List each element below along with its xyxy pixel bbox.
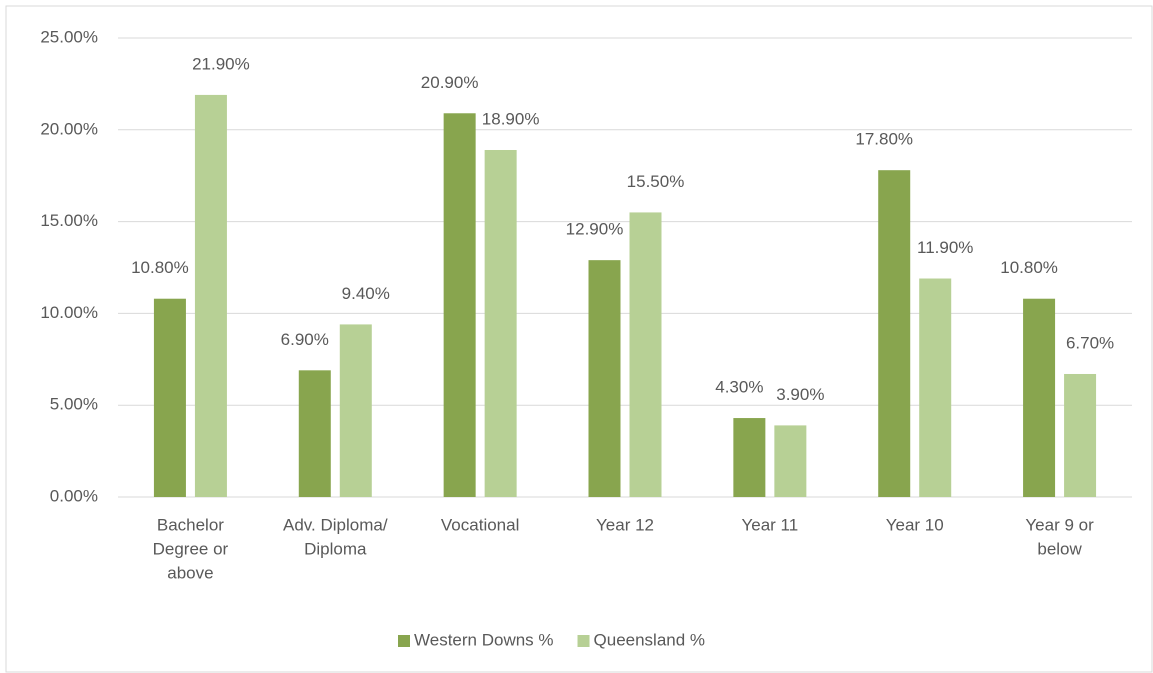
data-label: 20.90% (421, 73, 479, 92)
data-label: 12.90% (566, 220, 624, 239)
x-tick-label: below (1037, 539, 1082, 558)
x-tick-label: Adv. Diploma/ (283, 515, 388, 534)
bar (629, 212, 662, 498)
bar (194, 94, 227, 497)
data-label: 3.90% (776, 385, 824, 404)
bar (443, 113, 476, 497)
legend-label: Western Downs % (414, 630, 554, 649)
x-tick-label: above (167, 563, 213, 582)
data-label: 9.40% (342, 284, 390, 303)
x-tick-label: Bachelor (157, 515, 224, 534)
data-label: 21.90% (192, 54, 250, 73)
x-tick-label: Year 9 or (1025, 515, 1094, 534)
bar (774, 425, 807, 497)
y-tick-label: 5.00% (50, 395, 98, 414)
x-tick-label: Year 12 (596, 515, 654, 534)
y-tick-label: 10.00% (40, 303, 98, 322)
data-label: 11.90% (917, 238, 973, 257)
data-label: 10.80% (131, 258, 189, 277)
x-tick-label: Year 11 (741, 515, 798, 534)
legend-swatch (577, 635, 590, 647)
data-label: 15.50% (627, 172, 685, 191)
data-label: 17.80% (855, 130, 913, 149)
bar (1023, 298, 1056, 497)
bar (298, 370, 331, 497)
data-label: 6.90% (281, 330, 329, 349)
y-tick-label: 0.00% (50, 486, 98, 505)
x-tick-label: Degree or (153, 539, 229, 558)
bar (1064, 373, 1097, 497)
bar (733, 418, 766, 497)
legend-swatch (398, 635, 410, 647)
data-label: 10.80% (1000, 258, 1058, 277)
y-tick-label: 20.00% (40, 119, 98, 138)
x-tick-label: Diploma (304, 539, 367, 558)
bar (153, 298, 186, 497)
legend-label: Queensland % (594, 630, 706, 649)
bar (878, 170, 911, 497)
x-tick-label: Year 10 (886, 515, 944, 534)
data-label: 4.30% (715, 378, 763, 397)
y-tick-label: 25.00% (40, 27, 98, 46)
data-label: 18.90% (482, 109, 540, 128)
data-label: 6.70% (1066, 333, 1114, 352)
bar (484, 149, 517, 497)
x-tick-label: Vocational (441, 515, 519, 534)
y-tick-label: 15.00% (40, 211, 98, 230)
bar (919, 278, 952, 497)
bar (339, 324, 372, 497)
bar (588, 260, 621, 497)
